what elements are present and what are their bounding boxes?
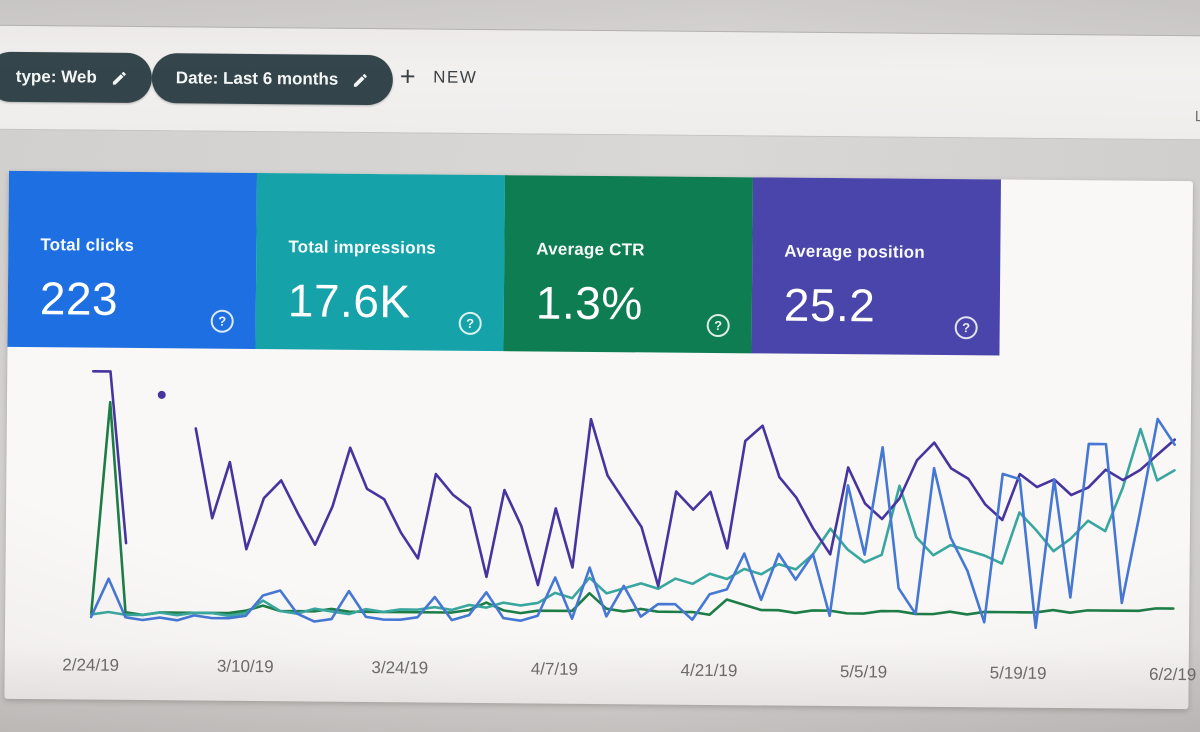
- metric-label: Average position: [784, 242, 1000, 264]
- performance-chart[interactable]: 2/24/19 3/10/19 3/24/19 4/7/19 4/21/19 5/5/19…: [4, 347, 1191, 709]
- x-axis-label: 2/24/19: [62, 655, 119, 675]
- new-filter-button[interactable]: + NEW: [400, 63, 478, 91]
- photo-tilt-wrapper: type: Web Date: Last 6 months + NEW La: [0, 0, 1200, 732]
- edit-pencil-icon[interactable]: [352, 71, 369, 88]
- x-axis-label: 3/24/19: [371, 658, 428, 678]
- search-console-screen: type: Web Date: Last 6 months + NEW La: [0, 0, 1200, 732]
- x-axis-label: 4/21/19: [681, 661, 738, 681]
- metric-card-total-clicks[interactable]: Total clicks 223 ?: [7, 171, 257, 349]
- series-line-position: [91, 371, 1175, 590]
- filter-chip-date-range[interactable]: Date: Last 6 months: [152, 53, 394, 105]
- filter-chip-label: type: Web: [16, 67, 97, 88]
- performance-panel: Total clicks 223 ? Total impressions 17.…: [4, 171, 1193, 709]
- x-axis-label: 4/7/19: [531, 659, 578, 679]
- help-icon[interactable]: ?: [459, 312, 482, 335]
- help-icon[interactable]: ?: [707, 314, 730, 337]
- truncated-right-text: La: [1195, 108, 1200, 125]
- metric-label: Total clicks: [40, 235, 256, 257]
- metric-label: Average CTR: [536, 239, 752, 261]
- metric-card-average-position[interactable]: Average position 25.2 ?: [751, 177, 1001, 355]
- metric-cards-row: Total clicks 223 ? Total impressions 17.…: [7, 171, 1000, 356]
- help-icon[interactable]: ?: [211, 310, 234, 333]
- filter-toolbar: type: Web Date: Last 6 months + NEW La: [0, 25, 1200, 140]
- x-axis-label: 6/2/19: [1149, 665, 1196, 685]
- filter-chip-label: Date: Last 6 months: [176, 68, 339, 89]
- metric-card-total-impressions[interactable]: Total impressions 17.6K ?: [255, 173, 505, 351]
- series-line-clicks: [91, 410, 1175, 629]
- chart-canvas[interactable]: [5, 353, 1192, 663]
- new-filter-label: NEW: [433, 67, 477, 87]
- help-icon[interactable]: ?: [955, 316, 978, 339]
- x-axis-label: 3/10/19: [217, 657, 274, 677]
- filter-chip-search-type[interactable]: type: Web: [0, 52, 152, 103]
- edit-pencil-icon[interactable]: [111, 69, 128, 86]
- x-axis-label: 5/19/19: [990, 663, 1047, 683]
- series-line-impressions: [91, 420, 1175, 624]
- series-point-position: [158, 391, 166, 399]
- x-axis-label: 5/5/19: [840, 662, 887, 682]
- x-axis: 2/24/19 3/10/19 3/24/19 4/7/19 4/21/19 5/5/19…: [4, 655, 1188, 701]
- metric-card-average-ctr[interactable]: Average CTR 1.3% ?: [503, 175, 753, 353]
- plus-icon: +: [400, 63, 418, 90]
- metric-label: Total impressions: [288, 237, 504, 259]
